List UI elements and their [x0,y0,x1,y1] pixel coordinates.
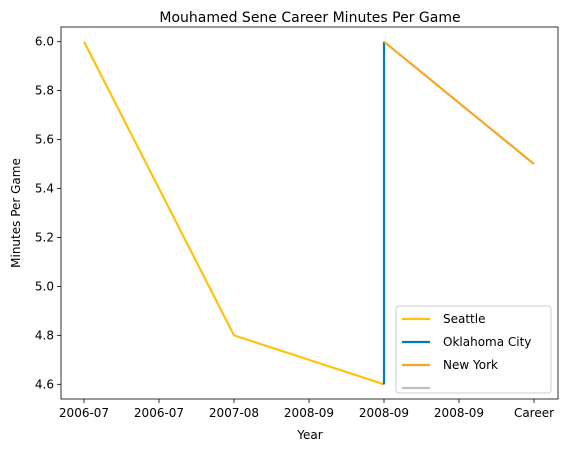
y-tick-label: 5.4 [35,182,54,196]
x-axis: 2006-07 2006-07 2007-08 2008-09 2008-09 2008-… [59,399,554,420]
x-tick-label: 2006-07 [59,406,109,420]
y-axis-label: Minutes Per Game [9,158,23,268]
x-axis-label: Year [296,428,322,442]
legend-label: Oklahoma City [443,335,531,349]
legend-label: Seattle [443,312,485,326]
plot-lines [83,40,535,386]
y-tick-label: 5.2 [35,230,54,244]
x-tick-label: 2008-09 [359,406,409,420]
x-tick-label: 2008-09 [434,406,484,420]
y-tick-label: 5.6 [35,133,54,147]
series-line-2 [383,40,535,165]
plot-frame [60,26,559,400]
legend-box [395,305,552,394]
y-tick-label: 5.8 [35,84,54,98]
y-tick-label: 4.6 [35,377,54,391]
y-tick-label: 5.0 [35,279,54,293]
y-axis: 4.6 4.8 5.0 5.2 5.4 5.6 5.8 6.0 [35,35,61,391]
y-tick-label: 4.8 [35,328,54,342]
chart-title: Mouhamed Sene Career Minutes Per Game [159,10,460,26]
x-tick-label: Career [514,406,554,420]
x-tick-label: 2007-08 [209,406,259,420]
y-tick-label: 6.0 [35,35,54,49]
legend: Seattle Oklahoma City New York [395,305,552,394]
x-tick-label: 2006-07 [134,406,184,420]
x-tick-label: 2008-09 [284,406,334,420]
legend-label: New York [443,358,498,372]
series-line-0 [83,41,385,386]
